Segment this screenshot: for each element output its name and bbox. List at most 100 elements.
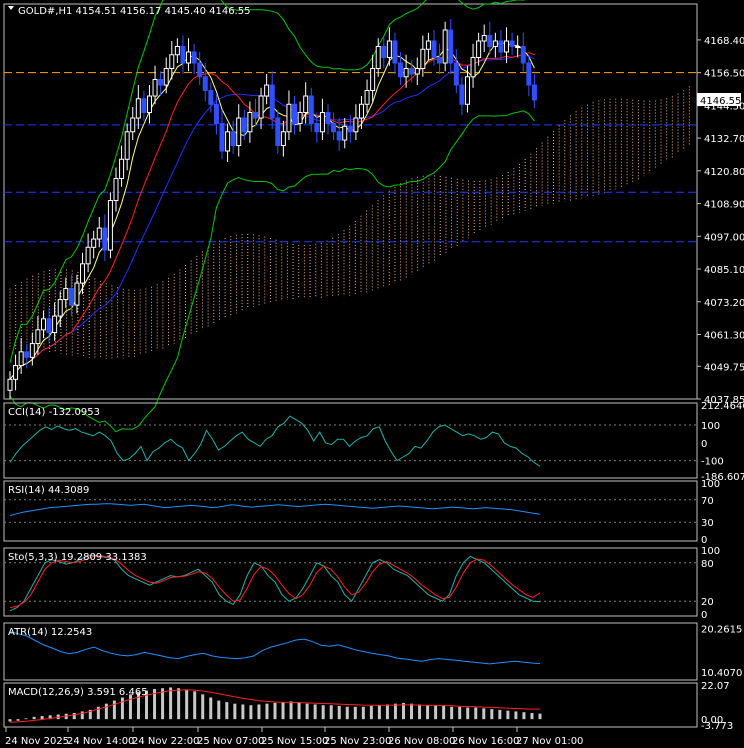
cci-panel-line bbox=[9, 415, 541, 467]
macd-panel-tick-label: 0.00 bbox=[701, 715, 723, 726]
candle-body bbox=[403, 68, 409, 78]
candle-body bbox=[481, 35, 487, 42]
candle-body bbox=[180, 46, 186, 64]
candle-body bbox=[498, 40, 504, 53]
candle-body bbox=[202, 76, 208, 92]
candle-body bbox=[487, 35, 493, 48]
candle-body bbox=[96, 227, 102, 240]
candle-body bbox=[18, 351, 24, 367]
candle-body bbox=[213, 103, 219, 125]
macd-panel-tick-label: -3.773 bbox=[701, 721, 733, 732]
candle-body bbox=[119, 158, 125, 180]
sto-panel-tick-label: 80 bbox=[701, 559, 714, 570]
sto-panel-tick-label: 0 bbox=[701, 610, 707, 621]
candle-body bbox=[336, 131, 342, 141]
candle-body bbox=[381, 46, 387, 59]
candle-body bbox=[269, 84, 275, 119]
sto-panel-title: Sto(5,3,3) 19.2809 33.1383 bbox=[8, 552, 147, 563]
candle-body bbox=[46, 318, 52, 334]
rsi-panel-frame bbox=[3, 480, 698, 542]
candle-body bbox=[208, 90, 214, 105]
bollinger-upper-line bbox=[9, 0, 526, 363]
candle-body bbox=[63, 288, 69, 301]
main-panel-frame bbox=[3, 3, 698, 400]
candle-body bbox=[124, 131, 130, 160]
price-tick-label: 4168.40 bbox=[704, 36, 744, 47]
time-axis-label: 25 Nov 07:00 bbox=[197, 736, 264, 747]
candle-body bbox=[74, 282, 80, 306]
candle-body bbox=[347, 125, 353, 133]
candle-body bbox=[13, 365, 19, 380]
candle-body bbox=[280, 131, 286, 147]
candle-body bbox=[252, 112, 258, 119]
atr-panel-tick-label: 20.2615 bbox=[701, 624, 742, 635]
atr-panel-title: ATR(14) 12.2543 bbox=[8, 627, 92, 638]
candle-body bbox=[225, 131, 231, 152]
bollinger-lower-line bbox=[9, 110, 535, 433]
candle-body bbox=[414, 68, 420, 75]
cci-panel-title: CCI(14) -132.0953 bbox=[8, 407, 100, 418]
macd-panel-line bbox=[9, 689, 540, 723]
candle-body bbox=[85, 246, 91, 265]
candle-body bbox=[230, 131, 236, 147]
candle-body bbox=[342, 125, 348, 141]
candle-body bbox=[24, 351, 30, 358]
candle-body bbox=[169, 54, 175, 70]
price-tick-label: 4156.50 bbox=[704, 69, 744, 80]
time-axis-label: 24 Nov 22:00 bbox=[132, 736, 199, 747]
candle-body bbox=[286, 103, 292, 133]
cci-panel-tick-label: -100 bbox=[701, 457, 724, 468]
time-axis-label: 27 Nov 01:00 bbox=[516, 736, 583, 747]
chart-header-text: GOLD#,H1 4154.51 4156.17 4145.40 4146.55 bbox=[18, 6, 250, 17]
candle-body bbox=[52, 315, 58, 334]
sto-panel-signal-line bbox=[9, 555, 541, 609]
rsi-panel-tick-label: 100 bbox=[701, 479, 720, 490]
candle-body bbox=[464, 76, 470, 105]
candle-body bbox=[130, 117, 136, 133]
candle-body bbox=[442, 29, 448, 64]
candle-body bbox=[68, 288, 74, 306]
candle-body bbox=[509, 40, 515, 48]
time-axis-label: 25 Nov 23:00 bbox=[324, 736, 391, 747]
candle-body bbox=[163, 68, 169, 86]
candle-body bbox=[358, 103, 364, 119]
candle-body bbox=[275, 117, 281, 147]
candle-body bbox=[7, 378, 13, 391]
candle-body bbox=[191, 51, 197, 64]
macd-panel-frame bbox=[3, 682, 698, 728]
rsi-panel-title: RSI(14) 44.3089 bbox=[8, 485, 89, 496]
candle-body bbox=[292, 103, 298, 125]
candle-body bbox=[492, 40, 498, 48]
price-tick-label: 4097.00 bbox=[704, 232, 744, 243]
candle-body bbox=[325, 112, 331, 125]
time-axis-label: 26 Nov 16:00 bbox=[452, 736, 519, 747]
price-tick-label: 4085.10 bbox=[704, 265, 744, 276]
cci-panel-tick-label: 100 bbox=[701, 421, 720, 432]
price-tick-label: 4108.90 bbox=[704, 200, 744, 211]
candle-body bbox=[186, 51, 192, 64]
candle-body bbox=[398, 62, 404, 78]
sto-panel-tick-label: 100 bbox=[701, 546, 720, 557]
candle-body bbox=[353, 117, 359, 133]
candle-body bbox=[141, 98, 147, 114]
candle-body bbox=[91, 238, 97, 248]
candle-body bbox=[531, 84, 537, 101]
price-tick-label: 4061.30 bbox=[704, 330, 744, 341]
candle-body bbox=[437, 57, 443, 64]
candle-body bbox=[197, 62, 203, 78]
candle-body bbox=[158, 79, 164, 86]
dropdown-triangle-icon[interactable] bbox=[8, 6, 14, 10]
sto-panel-tick-label: 20 bbox=[701, 597, 714, 608]
price-tick-label: 4144.50 bbox=[704, 102, 744, 113]
candle-body bbox=[247, 112, 253, 133]
time-axis-label: 26 Nov 08:00 bbox=[388, 736, 455, 747]
candle-body bbox=[392, 40, 398, 64]
candle-body bbox=[135, 98, 141, 119]
candle-body bbox=[152, 79, 158, 97]
candle-body bbox=[107, 200, 113, 251]
current-price-label: 4146.55 bbox=[700, 96, 741, 107]
candle-body bbox=[386, 40, 392, 59]
candle-body bbox=[174, 46, 180, 56]
candle-body bbox=[264, 84, 270, 97]
